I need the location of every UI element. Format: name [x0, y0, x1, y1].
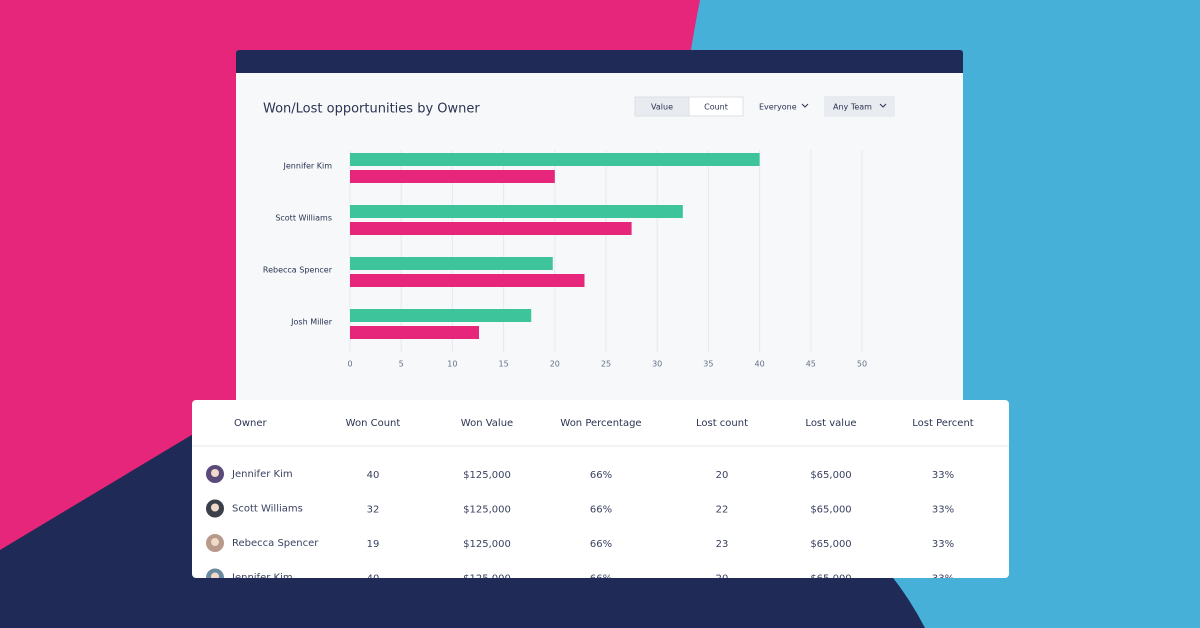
table-cell: 22	[716, 505, 729, 516]
column-header: Won Percentage	[560, 418, 641, 429]
bar	[350, 309, 532, 322]
column-header: Owner	[234, 418, 268, 429]
table-cell: 19	[367, 539, 380, 550]
table-cell: 40	[367, 470, 380, 481]
table-cell: Jennifer Kim	[231, 573, 293, 584]
table-card	[192, 400, 1009, 578]
x-tick-label: 35	[703, 360, 713, 369]
table-cell: 66%	[590, 574, 612, 585]
table-cell: 66%	[590, 539, 612, 550]
table-cell: $125,000	[463, 505, 511, 516]
avatar-face	[211, 572, 219, 578]
table-cell: $65,000	[810, 574, 851, 585]
table-cell: $65,000	[810, 470, 851, 481]
table-cell: $65,000	[810, 505, 851, 516]
x-tick-label: 45	[806, 360, 816, 369]
chevron	[879, 103, 887, 108]
x-tick-label: 0	[347, 360, 352, 369]
x-tick-label: 15	[499, 360, 509, 369]
column-header: Won Value	[461, 418, 513, 429]
table-cell: Jennifer Kim	[231, 469, 293, 480]
table-cell: 32	[367, 505, 380, 516]
table-cell: Scott Williams	[232, 504, 303, 515]
chevron	[801, 103, 809, 108]
avatar-face	[211, 503, 219, 512]
y-tick-label: Josh Miller	[290, 318, 333, 327]
bar	[350, 274, 585, 287]
column-header: Lost count	[696, 418, 748, 429]
table-cell: 33%	[932, 539, 954, 550]
bar	[350, 170, 555, 183]
table: Owner Won Count Won Value Won Percentage Los…	[192, 418, 1009, 585]
table-cell: $125,000	[463, 470, 511, 481]
x-tick-label: 50	[857, 360, 867, 369]
toggle-label: Value	[651, 103, 673, 112]
y-tick-label: Jennifer Kim	[283, 162, 333, 171]
column-header: Lost value	[805, 418, 856, 429]
bar	[350, 153, 760, 166]
column-header: Won Count	[346, 418, 401, 429]
column-header: Lost Percent	[912, 418, 974, 429]
table-cell: $125,000	[463, 574, 511, 585]
x-tick-label: 10	[447, 360, 457, 369]
x-tick-label: 20	[550, 360, 560, 369]
chart: 0 5 10 15 20 25 30 35 40 45 50 Jennifer Kim Scott Wi…	[263, 150, 867, 369]
x-tick-label: 5	[399, 360, 404, 369]
window-bar	[236, 50, 963, 73]
table-cell: 20	[716, 574, 729, 585]
table-cell: 66%	[590, 505, 612, 516]
avatar-face	[211, 469, 219, 477]
avatar-face	[211, 538, 219, 546]
dropdown-label[interactable]: Everyone	[759, 103, 797, 112]
dropdown-label: Any Team	[833, 103, 872, 112]
table-cell: 33%	[932, 574, 954, 585]
table-cell: 33%	[932, 505, 954, 516]
x-tick-label: 25	[601, 360, 611, 369]
table-cell: $65,000	[810, 539, 851, 550]
toggle-label: Count	[704, 103, 728, 112]
table-cell: 23	[716, 539, 729, 550]
table-cell: $125,000	[463, 539, 511, 550]
dropdown[interactable]	[824, 96, 895, 117]
table-cell: 33%	[932, 470, 954, 481]
x-tick-label: 30	[652, 360, 662, 369]
table-cell: 40	[367, 574, 380, 585]
bar	[350, 257, 553, 270]
toggle-count[interactable]	[688, 96, 744, 117]
table-cell: 66%	[590, 470, 612, 481]
y-tick-label: Rebecca Spencer	[263, 266, 333, 275]
bar	[350, 222, 632, 235]
y-tick-label: Scott Williams	[275, 214, 332, 223]
table-cell: Rebecca Spencer	[232, 538, 319, 549]
table-cell: 20	[716, 470, 729, 481]
chart-title: Won/Lost opportunities by Owner	[263, 102, 480, 117]
bar	[350, 326, 480, 339]
bar	[350, 205, 683, 218]
x-tick-label: 40	[755, 360, 765, 369]
